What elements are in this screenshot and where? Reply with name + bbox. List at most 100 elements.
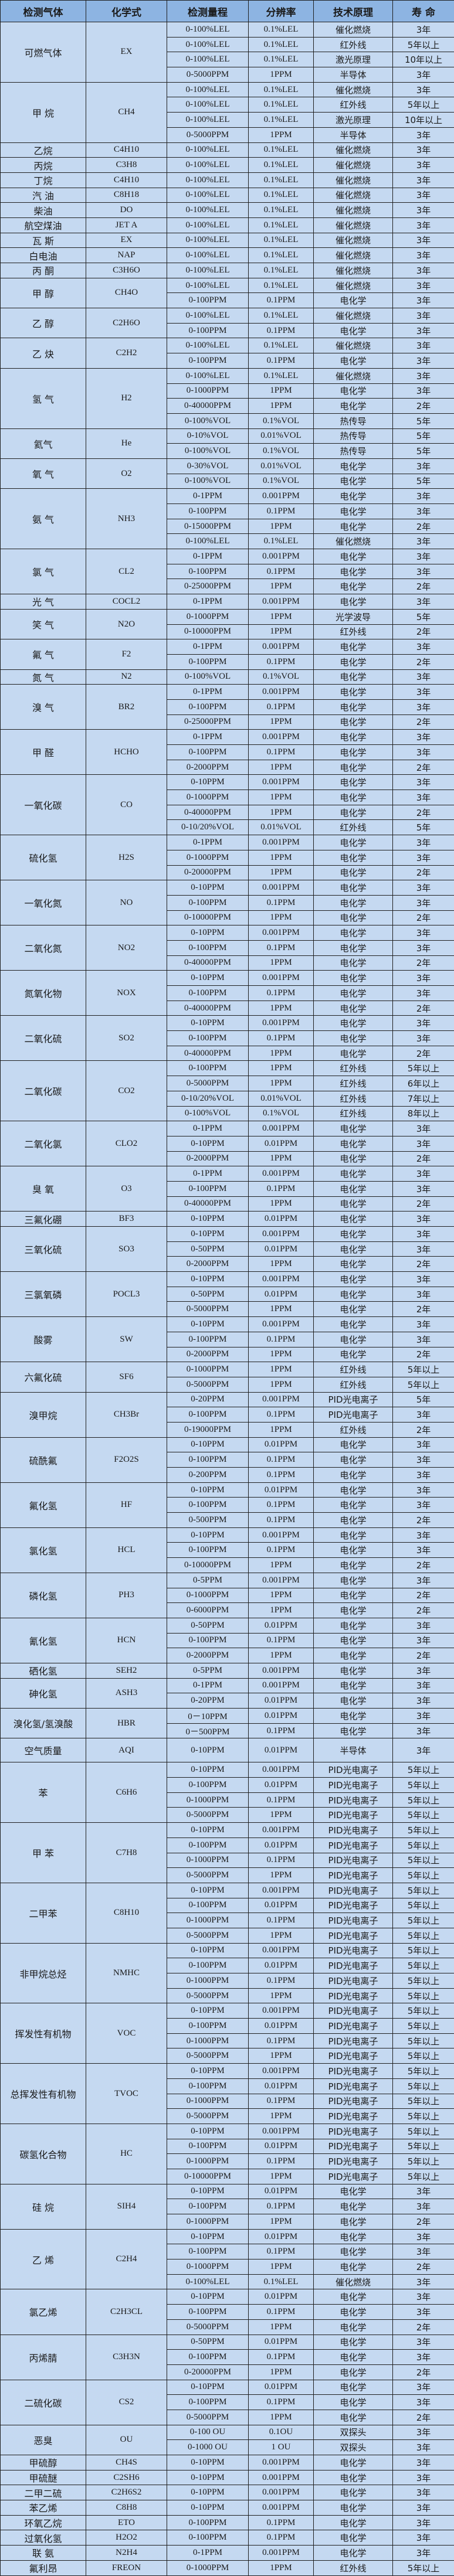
gas-name-cell: 二甲苯 [1, 1883, 86, 1943]
principle-cell: 电化学 [314, 1513, 393, 1528]
lifespan-cell: 3年 [393, 368, 454, 383]
principle-cell: PID光电离子 [314, 1913, 393, 1928]
gas-name-cell: 溴甲烷 [1, 1392, 86, 1437]
resolution-cell: 0.1PPM [249, 2033, 314, 2048]
principle-cell: 电化学 [314, 910, 393, 925]
resolution-cell: 0.1PPM [249, 353, 314, 369]
principle-cell: PID光电离子 [314, 1988, 393, 2003]
formula-cell: HC [86, 2124, 167, 2184]
formula-cell: EX [86, 22, 167, 83]
range-cell: 0-10PPM [167, 2485, 249, 2500]
principle-cell: 催化燃烧 [314, 188, 393, 203]
principle-cell: PID光电离子 [314, 1762, 393, 1778]
range-cell: 0-100PPM [167, 895, 249, 910]
range-cell: 0-1000PPM [167, 2259, 249, 2275]
principle-cell: 电化学 [314, 2380, 393, 2395]
resolution-cell: 1PPM [249, 624, 314, 639]
resolution-cell: 0.001PPM [249, 2455, 314, 2470]
range-cell: 0-10000PPM [167, 910, 249, 925]
lifespan-cell: 3年 [393, 1452, 454, 1468]
range-cell: 0-5000PPM [167, 2319, 249, 2335]
lifespan-cell: 5年以上 [393, 37, 454, 52]
resolution-cell: 1PPM [249, 850, 314, 865]
resolution-cell: 1PPM [249, 609, 314, 624]
principle-cell: PID光电离子 [314, 1808, 393, 1823]
principle-cell: 电化学 [314, 594, 393, 610]
range-cell: 0-40000PPM [167, 1001, 249, 1016]
resolution-cell: 1PPM [249, 1076, 314, 1091]
resolution-cell: 0.1PPM [249, 2395, 314, 2410]
gas-name-cell: 溴化氢/氢溴酸 [1, 1709, 86, 1738]
principle-cell: 电化学 [314, 549, 393, 564]
lifespan-cell: 10年以上 [393, 113, 454, 128]
range-cell: 0-100PPM [167, 2019, 249, 2034]
principle-cell: 电化学 [314, 1001, 393, 1016]
lifespan-cell: 5年 [393, 413, 454, 428]
principle-cell: 半导体 [314, 127, 393, 142]
principle-cell: 电化学 [314, 1543, 393, 1558]
resolution-cell: 1PPM [249, 910, 314, 925]
range-cell: 0-100PPM [167, 2244, 249, 2259]
principle-cell: 电化学 [314, 1181, 393, 1196]
range-cell: 0-100PPM [167, 699, 249, 714]
principle-cell: 激光原理 [314, 113, 393, 128]
formula-cell: H2O2 [86, 2530, 167, 2546]
formula-cell: OU [86, 2425, 167, 2455]
resolution-cell: 0.001PPM [249, 1663, 314, 1678]
principle-cell: 电化学 [314, 2335, 393, 2350]
resolution-cell: 0.1PPM [249, 1723, 314, 1738]
principle-cell: PID光电离子 [314, 1407, 393, 1423]
formula-cell: CH3Br [86, 1392, 167, 1437]
principle-cell: 电化学 [314, 1241, 393, 1257]
gas-name-cell: 苯 [1, 1762, 86, 1823]
range-cell: 0-100%LEL [167, 82, 249, 97]
range-cell: 0-2000PPM [167, 1347, 249, 1362]
resolution-cell: 0.1PPM [249, 2530, 314, 2546]
range-cell: 0-100PPM [167, 1332, 249, 1347]
resolution-cell: 0.001PPM [249, 1317, 314, 1332]
formula-cell: CH4S [86, 2455, 167, 2470]
gas-name-cell: 二氧化氯 [1, 1121, 86, 1166]
lifespan-cell: 2年 [393, 579, 454, 594]
range-cell: 0-10PPM [167, 1823, 249, 1838]
range-cell: 0-100PPM [167, 1633, 249, 1648]
principle-cell: 电化学 [314, 2244, 393, 2259]
lifespan-cell: 3年 [393, 2455, 454, 2470]
range-cell: 0-10/20%VOL [167, 1091, 249, 1106]
principle-cell: 半导体 [314, 67, 393, 83]
range-cell: 0-100%VOL [167, 474, 249, 489]
principle-cell: PID光电离子 [314, 2019, 393, 2034]
lifespan-cell: 3年 [393, 2289, 454, 2305]
resolution-cell: 0.1PPM [249, 2515, 314, 2530]
range-cell: 0-100PPM [167, 2530, 249, 2546]
range-cell: 0-100%LEL [167, 263, 249, 278]
principle-cell: 电化学 [314, 639, 393, 655]
formula-cell: BR2 [86, 685, 167, 730]
range-cell: 0-100PPM [167, 2395, 249, 2410]
lifespan-cell: 3年 [393, 2274, 454, 2289]
principle-cell: 电化学 [314, 1648, 393, 1663]
lifespan-cell: 2年 [393, 760, 454, 775]
principle-cell: 催化燃烧 [314, 534, 393, 549]
lifespan-cell: 3年 [393, 564, 454, 579]
resolution-cell: 0.001PPM [249, 489, 314, 504]
range-cell: 0-100PPM [167, 2305, 249, 2320]
principle-cell: 电化学 [314, 925, 393, 941]
principle-cell: 电化学 [314, 399, 393, 414]
gas-name-cell: 氰化氢 [1, 1618, 86, 1663]
resolution-cell: 0.1%LEL [249, 22, 314, 38]
principle-cell: PID光电离子 [314, 2169, 393, 2184]
range-cell: 0-5000PPM [167, 67, 249, 83]
formula-cell: SO3 [86, 1227, 167, 1272]
lifespan-cell: 3年 [393, 1663, 454, 1678]
